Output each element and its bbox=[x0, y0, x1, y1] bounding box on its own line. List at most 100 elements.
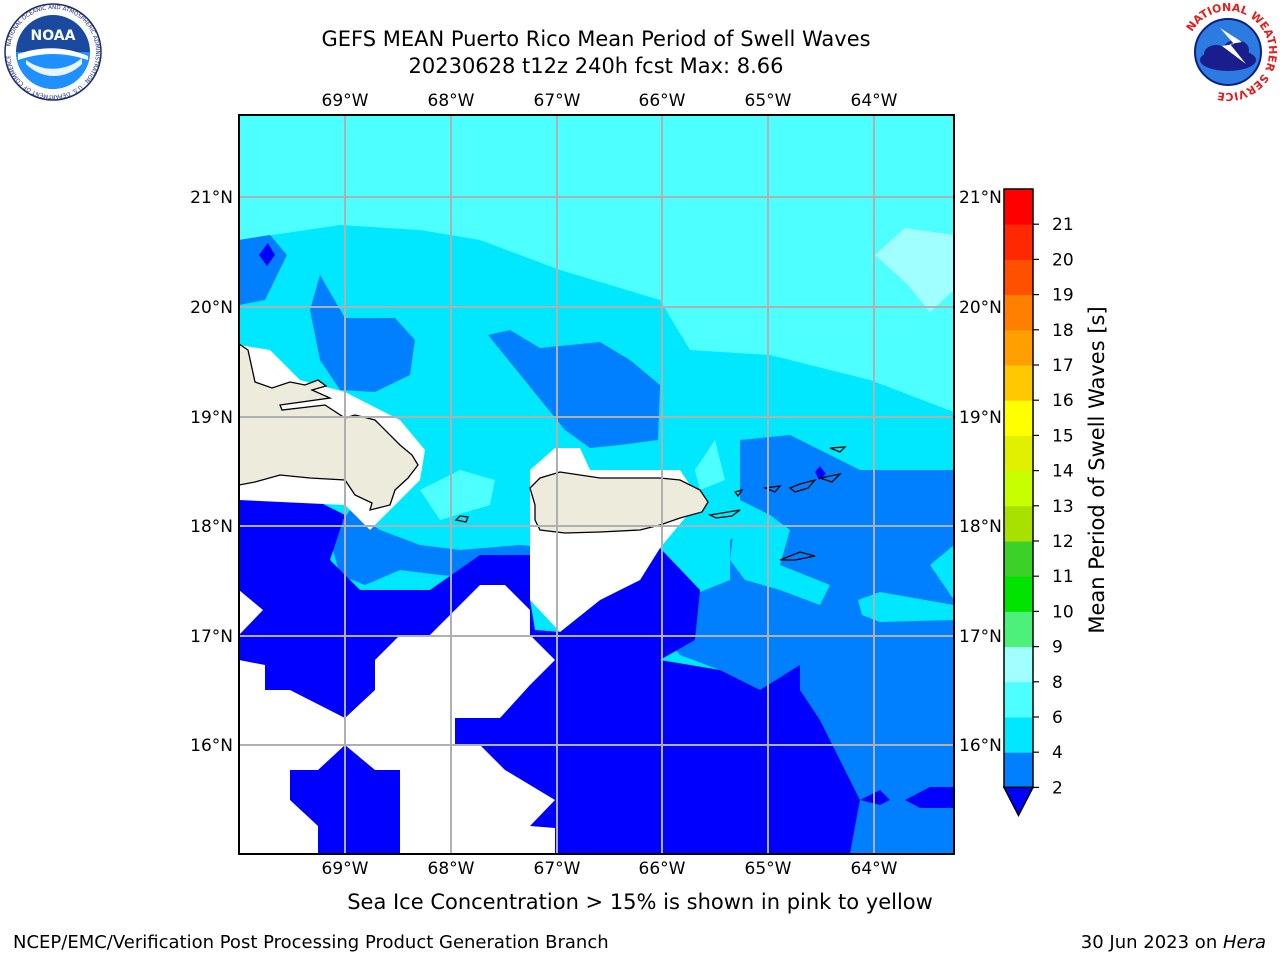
band-4-6s-patch bbox=[858, 592, 954, 622]
colorbar-bin-13-14 bbox=[1004, 470, 1033, 507]
sea-ice-note: Sea Ice Concentration > 15% is shown in … bbox=[347, 890, 933, 914]
band-2-4s bbox=[239, 235, 287, 305]
colorbar-tick-label: 12 bbox=[1052, 532, 1074, 552]
lon-label: 67°W bbox=[534, 859, 581, 879]
colorbar-bin-10-11 bbox=[1004, 576, 1033, 612]
island-outline bbox=[454, 515, 469, 523]
lon-label: 65°W bbox=[745, 91, 792, 111]
nws-logo: NATIONAL WEATHER SERVICE bbox=[1181, 2, 1279, 102]
colorbar-frame bbox=[1003, 188, 1034, 789]
band-2-4s bbox=[310, 275, 415, 392]
no-data-area bbox=[239, 590, 263, 635]
colorbar-bin-17-18 bbox=[1004, 329, 1033, 366]
band-6-8s bbox=[239, 115, 954, 412]
colorbar-bin-2-4 bbox=[1004, 752, 1033, 788]
colorbar-tick-label: 8 bbox=[1052, 673, 1063, 693]
colorbar-bin-9-10 bbox=[1004, 611, 1033, 648]
lat-label: 19°N bbox=[959, 408, 1002, 428]
lat-label: 16°N bbox=[959, 736, 1002, 756]
lat-label: 20°N bbox=[190, 298, 233, 318]
gridlines bbox=[239, 115, 954, 854]
colorbar-bin-4-6 bbox=[1004, 717, 1033, 753]
colorbar-bin-15-16 bbox=[1004, 400, 1033, 436]
colorbar-bin-21-22 bbox=[1004, 189, 1033, 225]
footer-date: 30 Jun 2023 on Hera bbox=[1081, 932, 1266, 953]
land bbox=[239, 343, 847, 561]
colorbar-bin-16-17 bbox=[1004, 365, 1033, 401]
lat-label: 18°N bbox=[959, 517, 1002, 537]
lon-label: 67°W bbox=[534, 91, 581, 111]
band-2-4s bbox=[650, 435, 954, 854]
colorbar-bin-8-9 bbox=[1004, 646, 1033, 683]
lat-label: 18°N bbox=[190, 517, 233, 537]
colorbar-bin-11-12 bbox=[1004, 541, 1033, 577]
band-6-8s-patch bbox=[420, 470, 495, 520]
lon-label: 68°W bbox=[428, 91, 475, 111]
lon-label: 64°W bbox=[851, 91, 898, 111]
colorbar-bin-14-15 bbox=[1004, 435, 1033, 472]
colorbar-tick-label: 10 bbox=[1052, 602, 1074, 622]
colorbar-tick-label: 17 bbox=[1052, 356, 1074, 376]
band-under-2s-patch bbox=[815, 466, 826, 480]
lat-label: 19°N bbox=[190, 408, 233, 428]
lon-labels-bottom: 69°W 68°W 67°W 66°W 65°W 64°W bbox=[322, 859, 898, 879]
colorbar-under-extension bbox=[1002, 786, 1035, 818]
colorbar-tick-label: 6 bbox=[1052, 708, 1063, 728]
band-2-4s bbox=[488, 330, 660, 448]
footer-machine: Hera bbox=[1222, 932, 1266, 953]
colorbar-tick-label: 20 bbox=[1052, 250, 1074, 270]
lon-label: 68°W bbox=[428, 859, 475, 879]
island-outline bbox=[733, 488, 744, 498]
lat-label: 20°N bbox=[959, 298, 1002, 318]
colorbar-tick-label: 14 bbox=[1052, 462, 1074, 482]
footer-date-text: 30 Jun 2023 on bbox=[1080, 932, 1223, 953]
colorbar-tick-label: 15 bbox=[1052, 426, 1074, 446]
noaa-logo: NOAA NATIONAL OCEANIC AND ATMOSPHERIC AD… bbox=[4, 3, 102, 101]
band-6-8s-patch bbox=[695, 440, 725, 490]
colorbar-bin-19-20 bbox=[1004, 259, 1033, 296]
lon-label: 69°W bbox=[322, 91, 369, 111]
colorbar-tick-label: 18 bbox=[1052, 321, 1074, 341]
lon-label: 66°W bbox=[639, 91, 686, 111]
colorbar-bin-12-13 bbox=[1004, 505, 1033, 542]
colorbar-bin-20-21 bbox=[1004, 224, 1033, 260]
map-panel: 69°W 68°W 67°W 66°W 65°W 64°W 69°W 68°W … bbox=[190, 91, 1002, 879]
island-outline bbox=[779, 551, 816, 561]
colorbar-tick-label: 9 bbox=[1052, 638, 1063, 658]
island-outline bbox=[707, 509, 741, 519]
lon-labels-top: 69°W 68°W 67°W 66°W 65°W 64°W bbox=[322, 91, 898, 111]
puerto-rico-land bbox=[529, 471, 709, 534]
lat-label: 17°N bbox=[190, 627, 233, 647]
footer-branch: NCEP/EMC/Verification Post Processing Pr… bbox=[13, 932, 609, 953]
lat-label: 21°N bbox=[190, 188, 233, 208]
lon-label: 69°W bbox=[322, 859, 369, 879]
colorbar-label: Mean Period of Swell Waves [s] bbox=[1085, 306, 1109, 634]
colorbar-bin-18-19 bbox=[1004, 294, 1033, 331]
island-outline bbox=[762, 472, 842, 493]
title-line-2: 20230628 t12z 240h fcst Max: 8.66 bbox=[408, 54, 784, 78]
lat-labels-right: 21°N 20°N 19°N 18°N 17°N 16°N bbox=[959, 188, 1002, 756]
lat-label: 16°N bbox=[190, 736, 233, 756]
colorbar-tick-label: 19 bbox=[1052, 286, 1074, 306]
lat-label: 21°N bbox=[959, 188, 1002, 208]
colorbar-bin-6-8 bbox=[1004, 681, 1033, 718]
lon-label: 66°W bbox=[639, 859, 686, 879]
band-under-2s-patch bbox=[905, 787, 954, 808]
lon-label: 64°W bbox=[851, 859, 898, 879]
colorbar-tick-label: 11 bbox=[1052, 567, 1074, 587]
colorbar-tick-label: 2 bbox=[1052, 778, 1063, 798]
map-frame bbox=[238, 114, 955, 855]
lon-label: 65°W bbox=[745, 859, 792, 879]
band-under-2s-patch bbox=[259, 243, 275, 266]
colorbar-tick-label: 13 bbox=[1052, 497, 1074, 517]
colorbar-tick-label: 16 bbox=[1052, 391, 1074, 411]
title-line-1: GEFS MEAN Puerto Rico Mean Period of Swe… bbox=[321, 27, 871, 51]
lat-labels-left: 21°N 20°N 19°N 18°N 17°N 16°N bbox=[190, 188, 233, 756]
band-8-9s bbox=[875, 228, 954, 312]
colorbar-tick-label: 21 bbox=[1052, 215, 1074, 235]
no-data-area bbox=[239, 660, 345, 854]
lat-label: 17°N bbox=[959, 627, 1002, 647]
colorbar: 2 4 6 8 9 10 11 12 13 14 15 16 17 18 19 20 21 bbox=[1002, 188, 1074, 818]
island-outline bbox=[829, 446, 847, 453]
